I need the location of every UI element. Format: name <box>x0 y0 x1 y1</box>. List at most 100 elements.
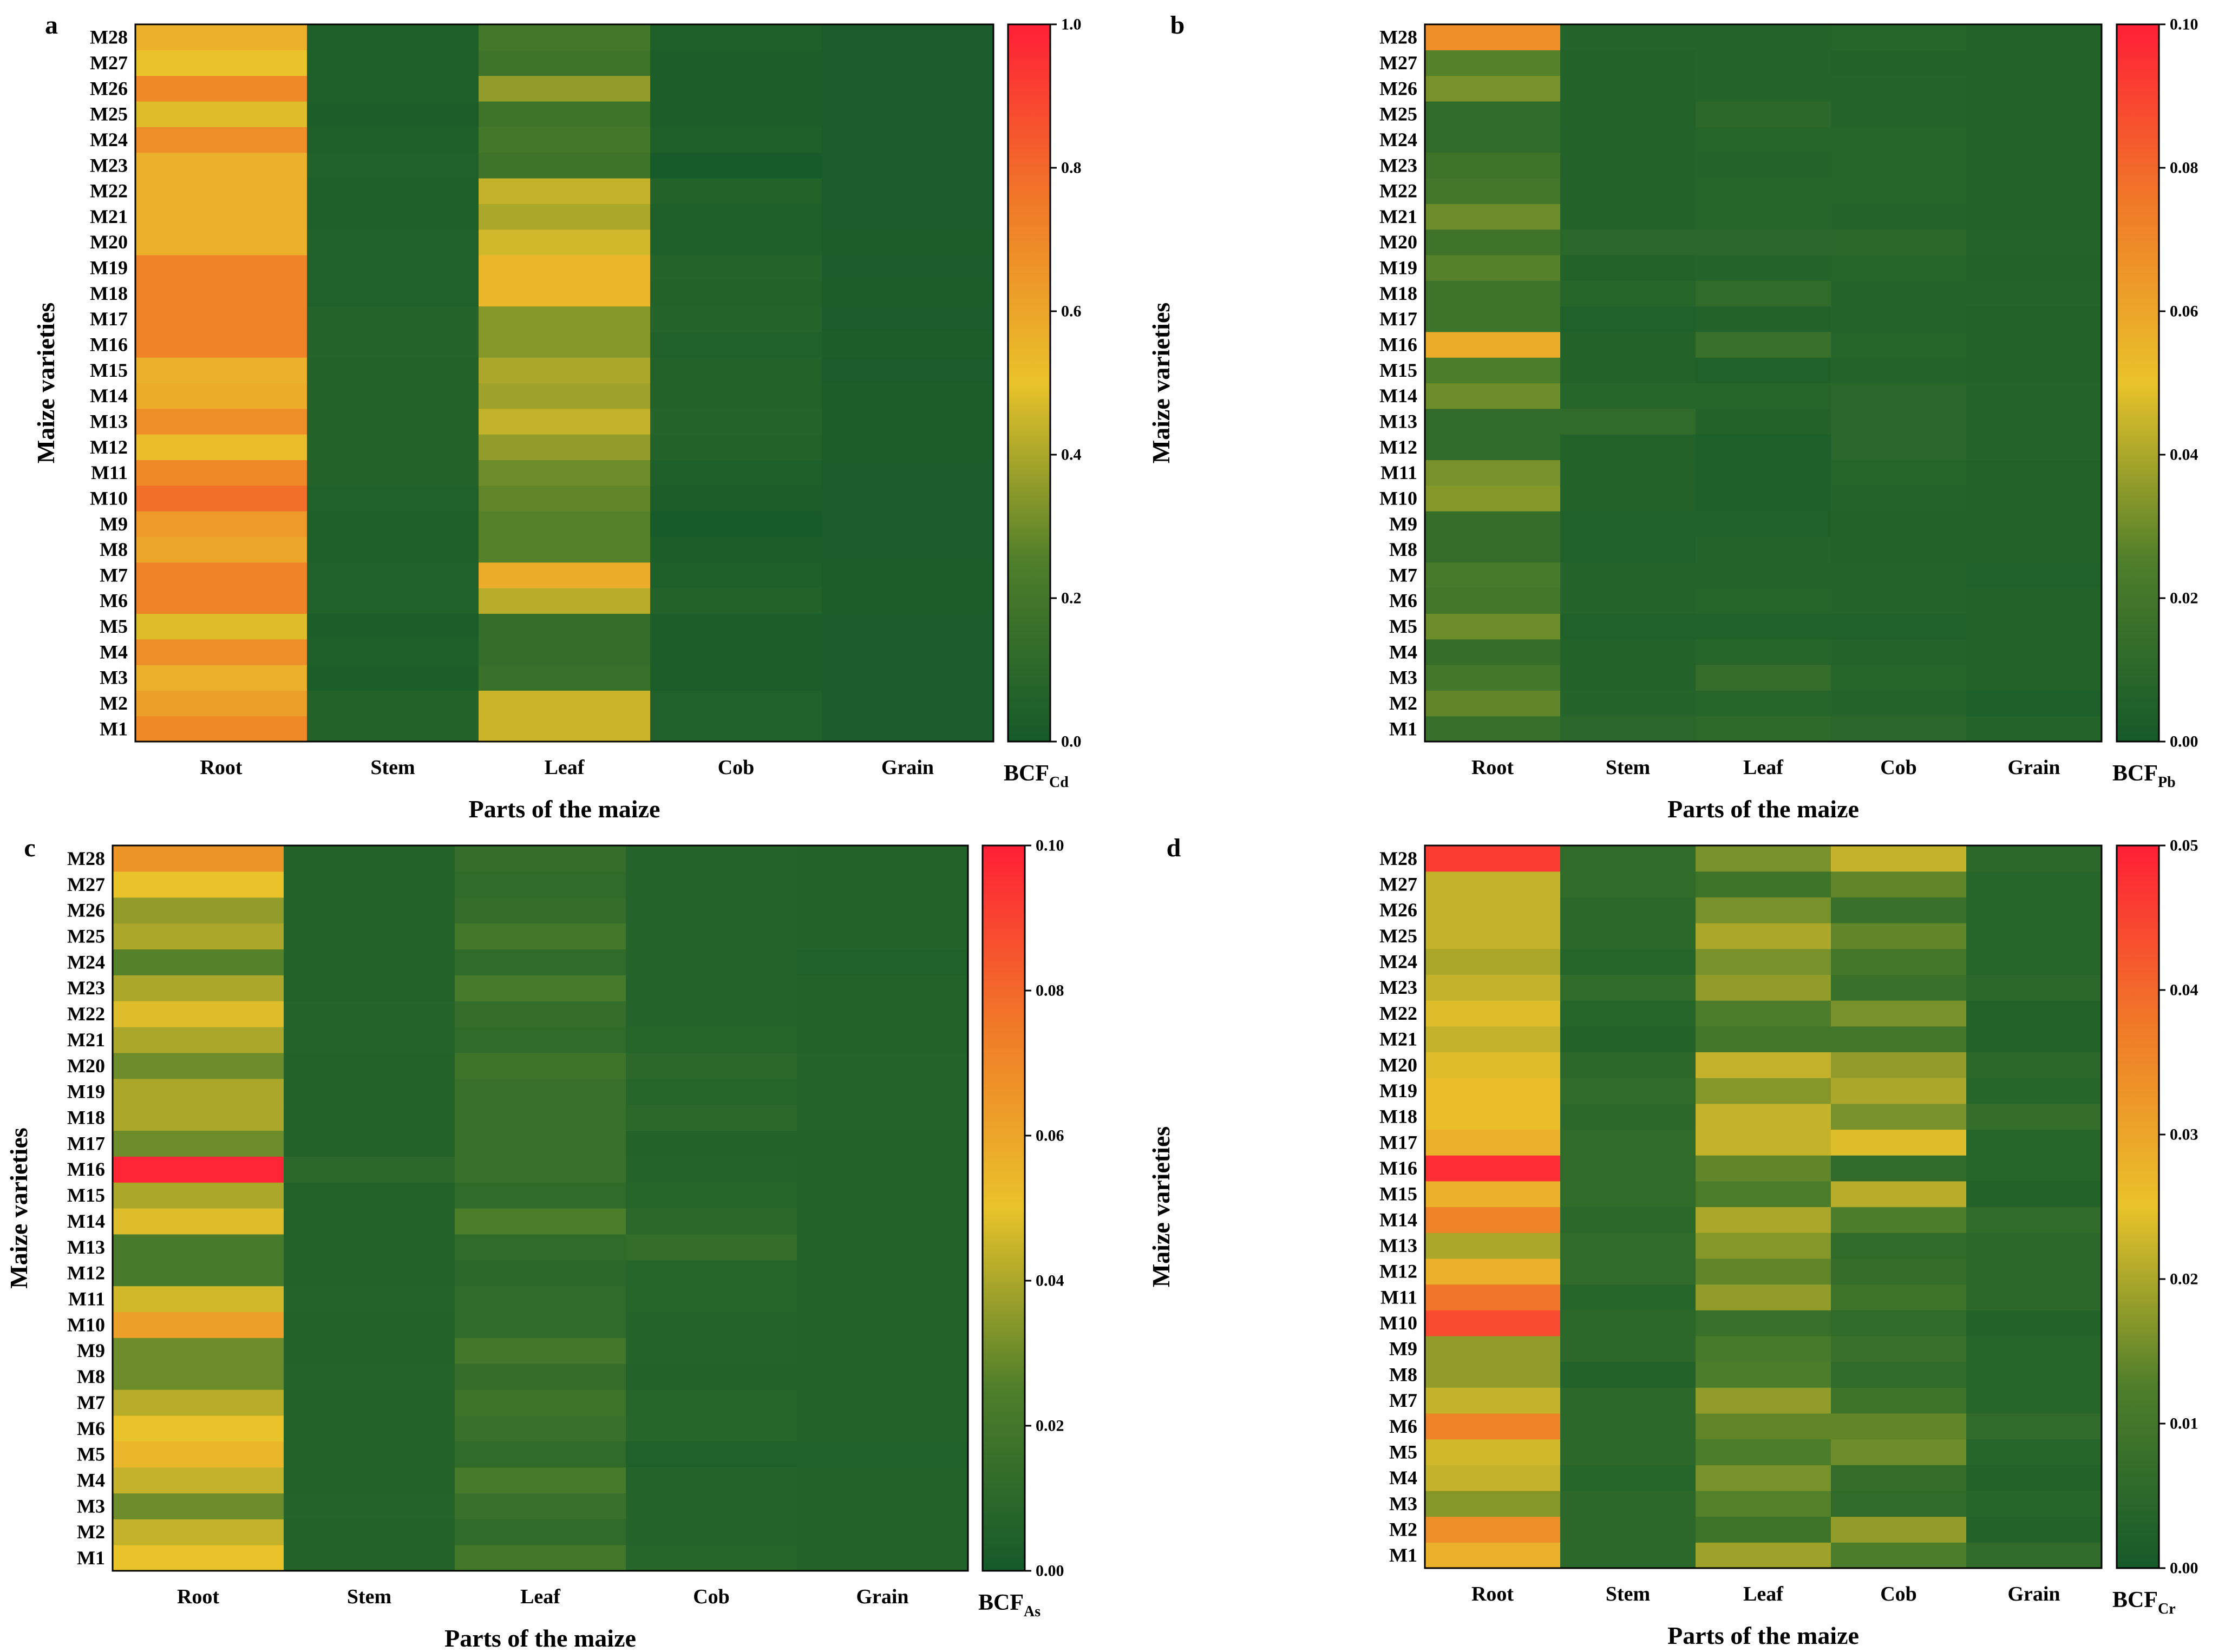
row-label: M25 <box>1379 103 1417 125</box>
heatmap-cell-M18-Leaf <box>479 280 651 307</box>
colorbar-tick-label: 0.6 <box>1061 303 1082 320</box>
heatmap-cell-M5-Stem <box>1560 1439 1696 1465</box>
heatmap-cell-M16-Stem <box>1560 331 1696 358</box>
heatmap-cell-M5-Leaf <box>479 613 651 640</box>
heatmap-cell-M14-Stem <box>307 383 479 409</box>
heatmap-cell-M27-Root <box>113 871 284 898</box>
row-label: M5 <box>77 1444 105 1465</box>
row-label: M28 <box>1379 848 1417 869</box>
heatmap-cell-M25-Cob <box>626 923 797 950</box>
heatmap-cell-M1-Grain <box>797 1545 968 1571</box>
heatmap-cell-M10-Stem <box>307 485 479 512</box>
heatmap-cell-M27-Cob <box>650 50 822 76</box>
heatmap-cell-M15-Stem <box>284 1182 455 1209</box>
heatmap-cell-M4-Cob <box>650 639 822 665</box>
heatmap-cell-M20-Root <box>135 229 307 255</box>
heatmap-cell-M27-Root <box>1425 50 1561 76</box>
heatmap-cell-M20-Leaf <box>1696 1052 1831 1078</box>
heatmap-cell-M9-Root <box>113 1338 284 1364</box>
heatmap-cell-M26-Stem <box>1560 75 1696 102</box>
heatmap-cell-M25-Grain <box>822 101 994 127</box>
row-label: M27 <box>90 52 128 74</box>
heatmap-cell-M23-Grain <box>1966 974 2102 1001</box>
row-label: M4 <box>100 641 128 663</box>
row-label: M17 <box>1379 308 1417 330</box>
heatmap-cell-M17-Stem <box>1560 306 1696 332</box>
row-label: M19 <box>90 257 128 279</box>
heatmap-cell-M28-Leaf <box>1696 24 1831 50</box>
row-label: M16 <box>1379 334 1417 356</box>
heatmap-cell-M17-Cob <box>1831 306 1967 332</box>
heatmap-cell-M6-Grain <box>797 1415 968 1442</box>
row-label: M9 <box>100 513 128 535</box>
panel-label: b <box>1170 11 1185 40</box>
heatmap-cell-M28-Root <box>113 845 284 872</box>
heatmap-cell-M25-Stem <box>307 101 479 127</box>
heatmap-cell-M4-Leaf <box>1696 1465 1831 1491</box>
column-label: Stem <box>1606 756 1650 779</box>
heatmap-cell-M11-Leaf <box>455 1286 626 1313</box>
heatmap-cell-M8-Stem <box>1560 536 1696 563</box>
colorbar-tick-label: 0.2 <box>1061 589 1082 607</box>
heatmap-cell-M28-Root <box>135 24 307 50</box>
row-label: M4 <box>1389 1467 1417 1489</box>
heatmap-cell-M13-Root <box>1425 408 1561 435</box>
heatmap-cell-M17-Root <box>135 306 307 332</box>
heatmap-cell-M26-Grain <box>1966 75 2102 102</box>
heatmap-cell-M7-Root <box>1425 1387 1561 1414</box>
column-label: Leaf <box>520 1585 561 1608</box>
row-label: M21 <box>67 1029 105 1051</box>
heatmap-cell-M19-Leaf <box>455 1078 626 1105</box>
heatmap-cell-M21-Root <box>135 204 307 230</box>
heatmap-cell-M3-Stem <box>1560 665 1696 691</box>
heatmap-cell-M17-Stem <box>307 306 479 332</box>
heatmap-cell-M20-Stem <box>307 229 479 255</box>
heatmap-cell-M3-Root <box>1425 665 1561 691</box>
heatmap-cell-M9-Cob <box>626 1338 797 1364</box>
heatmap-cell-M5-Root <box>113 1441 284 1468</box>
heatmap-cell-M19-Root <box>135 254 307 281</box>
heatmap-cell-M4-Cob <box>1831 639 1967 665</box>
heatmap-cell-M10-Root <box>1425 1310 1561 1336</box>
heatmap-cell-M3-Grain <box>1966 1490 2102 1517</box>
heatmap-cell-M1-Grain <box>822 716 994 742</box>
column-label: Leaf <box>1743 1583 1784 1605</box>
heatmap-cell-M15-Stem <box>1560 1181 1696 1208</box>
heatmap-cell-M23-Grain <box>797 975 968 1001</box>
heatmap-panel-c: M1 M2 M3 M4 M5 M6 M7 M8 M9 M10 M11 M12 M13 M14 M15 M16 M… <box>5 834 1064 1652</box>
heatmap-cell-M24-Root <box>113 949 284 975</box>
heatmap-cell-M1-Leaf <box>1696 1542 1831 1569</box>
row-label: M16 <box>90 334 128 356</box>
column-label: Root <box>1471 1583 1514 1605</box>
heatmap-cell-M14-Grain <box>822 383 994 409</box>
column-label: Stem <box>1606 1583 1650 1605</box>
row-label: M15 <box>67 1184 105 1206</box>
row-label: M24 <box>90 129 128 150</box>
heatmap-cell-M22-Stem <box>284 1001 455 1027</box>
row-label: M18 <box>1379 283 1417 304</box>
heatmap-cell-M14-Leaf <box>1696 383 1831 409</box>
heatmap-cell-M23-Grain <box>822 152 994 179</box>
heatmap-cell-M3-Grain <box>822 665 994 691</box>
heatmap-cell-M17-Leaf <box>1696 306 1831 332</box>
row-label: M7 <box>77 1392 105 1413</box>
heatmap-cell-M19-Stem <box>1560 254 1696 281</box>
heatmap-panel-b: M1 M2 M3 M4 M5 M6 M7 M8 M9 M10 M11 M12 M13 M14 M15 M16 M… <box>1147 11 2198 823</box>
row-label: M24 <box>1379 129 1417 150</box>
heatmap-cell-M15-Grain <box>1966 1181 2102 1208</box>
heatmap-cell-M6-Grain <box>822 588 994 614</box>
heatmap-cell-M13-Root <box>1425 1233 1561 1259</box>
heatmap-cell-M19-Root <box>1425 254 1561 281</box>
row-label: M20 <box>67 1055 105 1077</box>
heatmap-cell-M26-Leaf <box>455 897 626 924</box>
row-label: M3 <box>1389 1493 1417 1515</box>
heatmap-cell-M8-Grain <box>1966 1361 2102 1388</box>
heatmap-cell-M7-Leaf <box>1696 1387 1831 1414</box>
heatmap-cell-M8-Cob <box>626 1363 797 1390</box>
panel-label: d <box>1167 834 1181 862</box>
heatmap-cell-M13-Cob <box>1831 408 1967 435</box>
row-label: M18 <box>1379 1106 1417 1127</box>
column-label: Leaf <box>1743 756 1784 779</box>
heatmap-cell-M14-Cob <box>626 1208 797 1235</box>
